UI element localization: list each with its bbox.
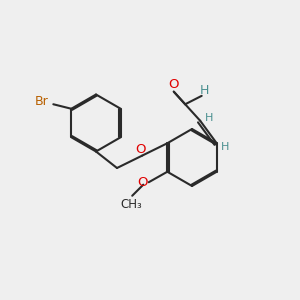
Text: O: O <box>137 176 147 189</box>
Text: O: O <box>135 142 146 155</box>
Text: CH₃: CH₃ <box>121 198 142 211</box>
Text: Br: Br <box>35 95 49 108</box>
Text: H: H <box>221 142 229 152</box>
Text: O: O <box>168 78 178 91</box>
Text: H: H <box>205 113 213 123</box>
Text: H: H <box>200 84 209 97</box>
